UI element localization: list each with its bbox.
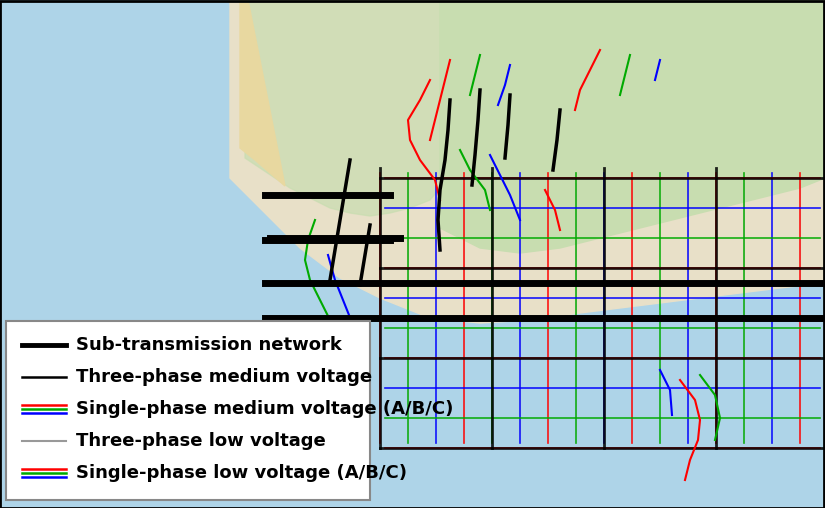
Polygon shape	[240, 0, 285, 186]
Text: Three-phase low voltage: Three-phase low voltage	[76, 432, 326, 450]
Polygon shape	[245, 0, 440, 216]
Text: Single-phase low voltage (A/B/C): Single-phase low voltage (A/B/C)	[76, 464, 407, 482]
Text: Three-phase medium voltage: Three-phase medium voltage	[76, 368, 372, 386]
Text: Single-phase medium voltage (A/B/C): Single-phase medium voltage (A/B/C)	[76, 400, 454, 418]
Text: Sub-transmission network: Sub-transmission network	[76, 336, 342, 354]
FancyBboxPatch shape	[6, 321, 370, 500]
Polygon shape	[440, 0, 825, 253]
Polygon shape	[230, 0, 825, 323]
